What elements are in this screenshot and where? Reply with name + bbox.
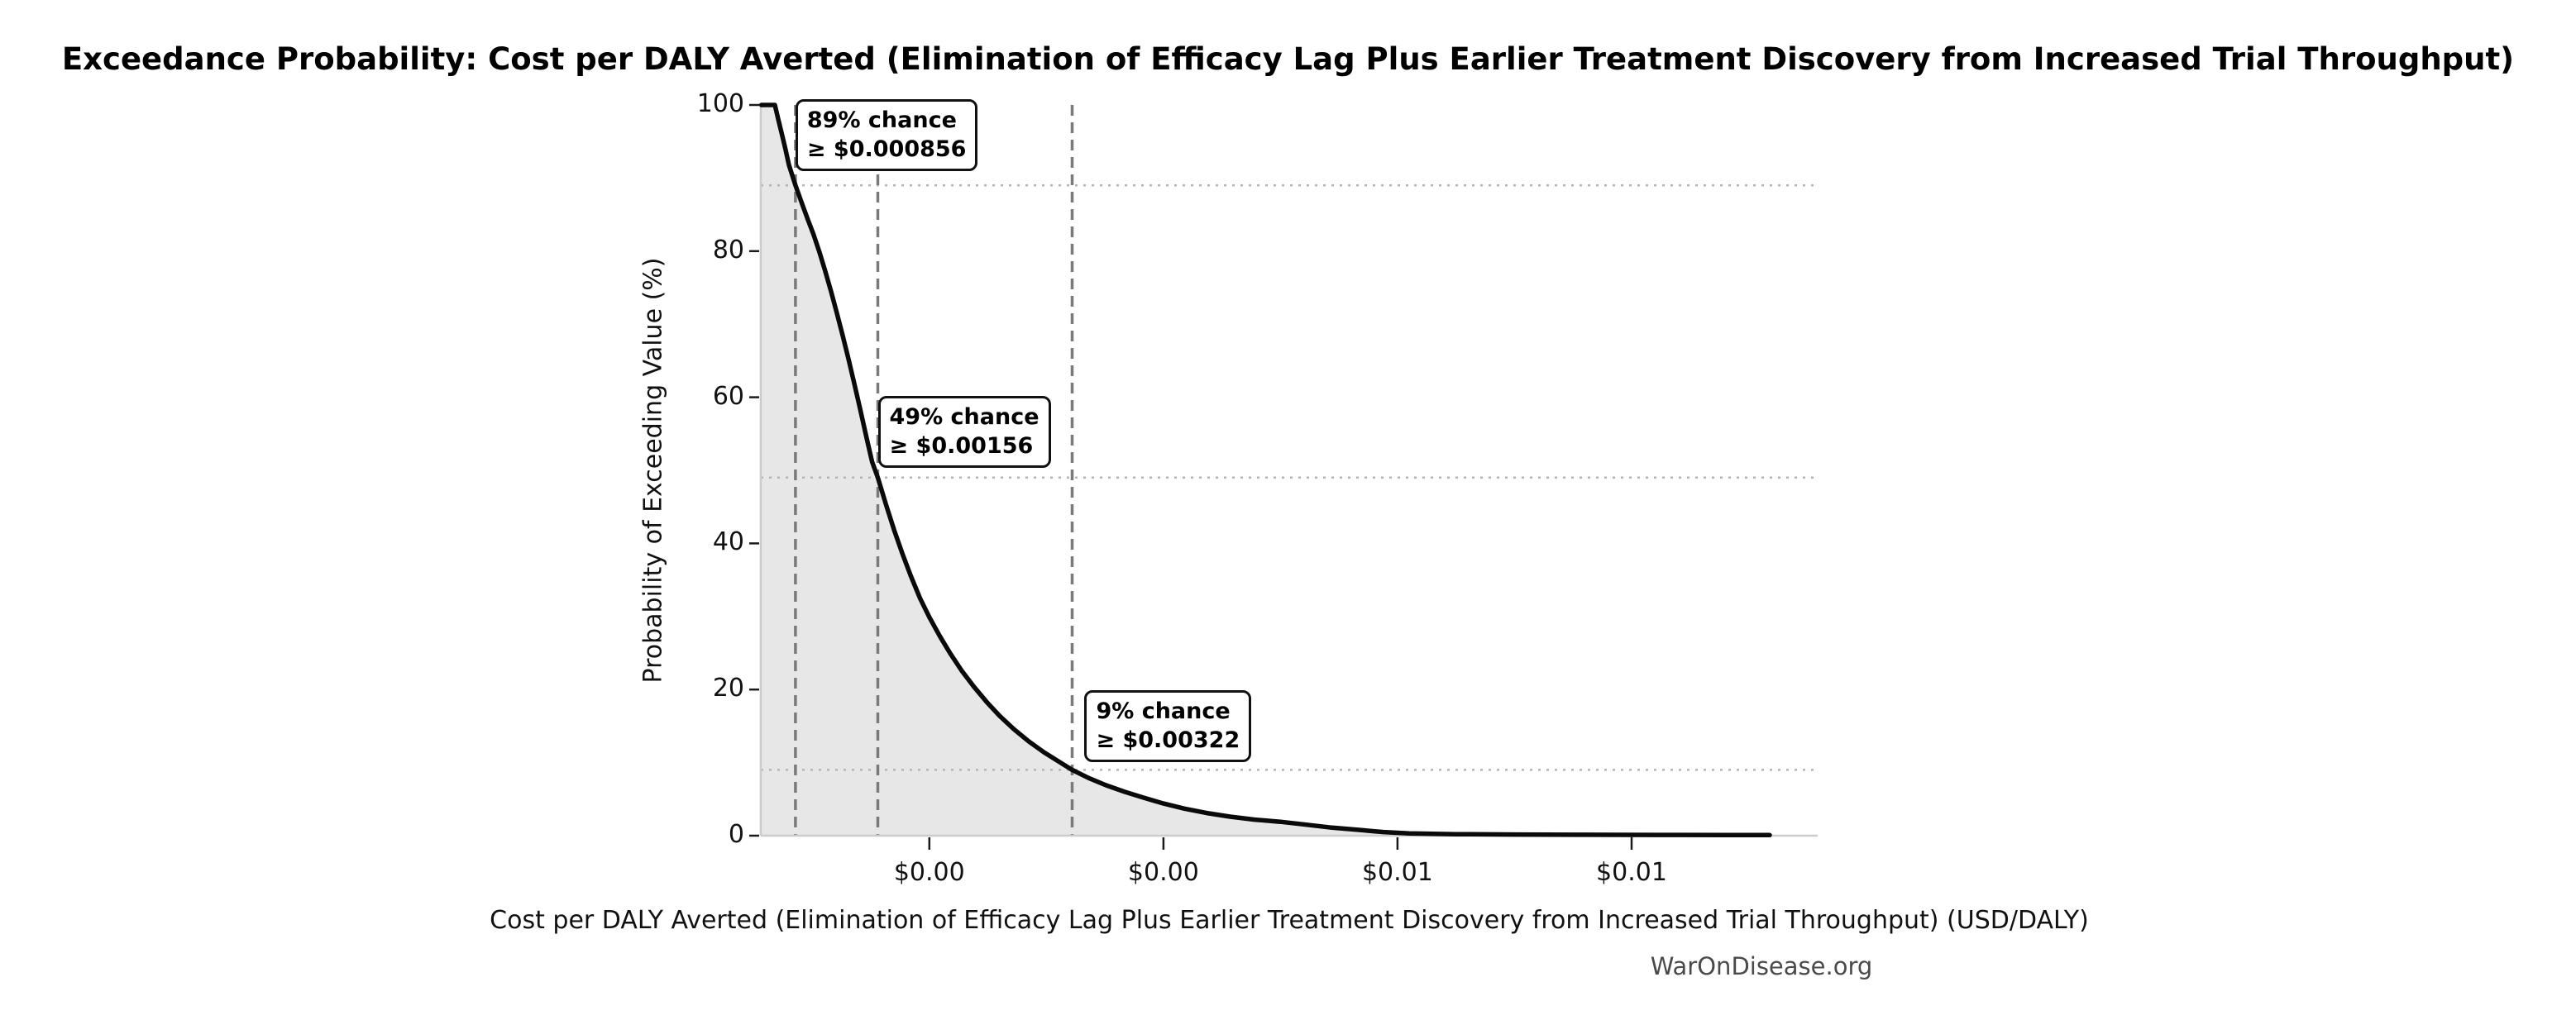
annotation-threshold-text: ≥ $0.000856 [806,136,967,163]
y-tick-label: 40 [712,527,744,557]
annotation-chance-text: 89% chance [806,107,957,133]
annotation-9-percent: 9% chance ≥ $0.00322 [1084,690,1252,763]
y-tick-label: 80 [712,235,744,265]
annotation-threshold-text: ≥ $0.00322 [1096,727,1240,754]
footer-brand: WarOnDisease.org [1650,952,1873,980]
x-tick-label: $0.00 [893,858,965,887]
y-tick-label: 20 [712,674,744,703]
x-tick-label: $0.00 [1127,858,1199,887]
exceedance-curve-line [758,102,1772,838]
annotation-89-percent: 89% chance ≥ $0.000856 [795,98,978,172]
y-tick-label: 0 [728,820,744,849]
x-tick-label: $0.01 [1361,858,1433,887]
annotation-chance-text: 49% chance [889,403,1039,430]
x-tick-label: $0.01 [1596,858,1667,887]
x-axis-label: Cost per DALY Averted (Elimination of Ef… [490,906,2089,935]
y-tick-label: 60 [712,381,744,411]
y-tick-label: 100 [696,89,744,118]
annotation-threshold-text: ≥ $0.00156 [889,432,1034,459]
area-fill [761,105,1771,836]
annotation-chance-text: 9% chance [1096,698,1231,725]
chart-title: Exceedance Probability: Cost per DALY Av… [61,41,2515,77]
annotation-49-percent: 49% chance ≥ $0.00156 [877,395,1051,469]
